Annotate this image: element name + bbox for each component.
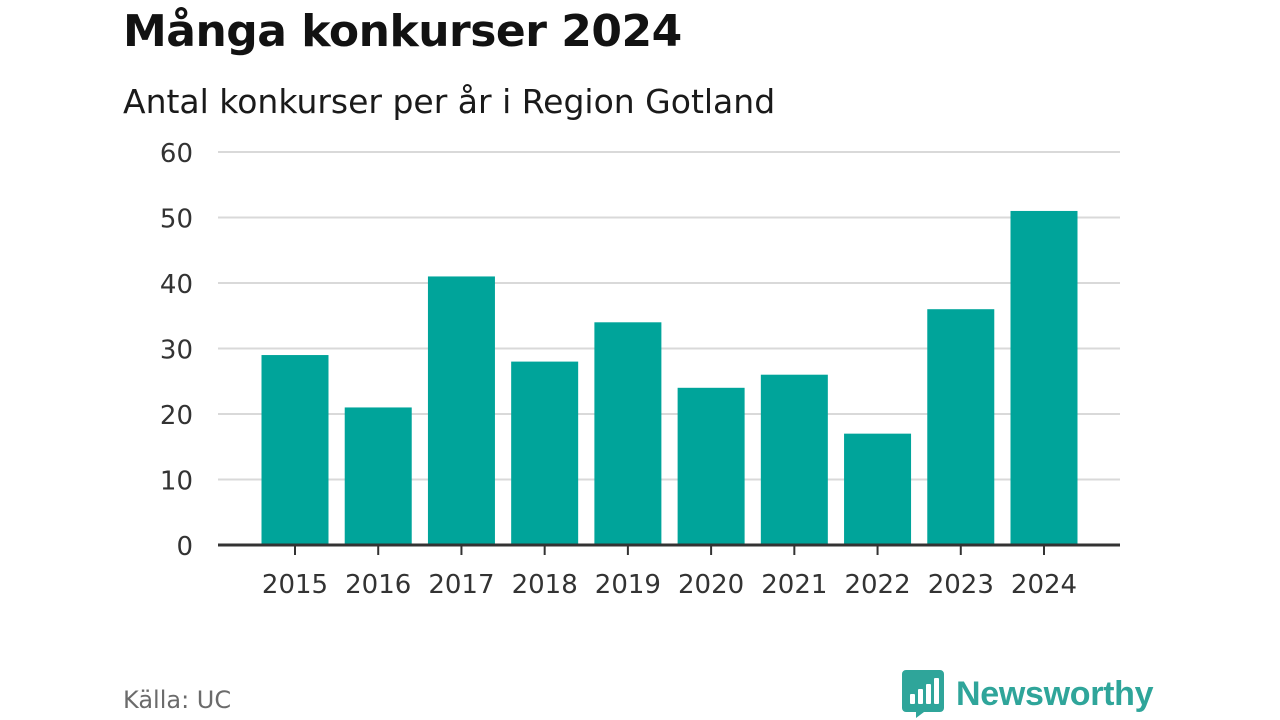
source-note: Källa: UC [123,686,232,714]
bar-2017 [427,276,495,545]
bar-2024 [1010,210,1078,545]
bar-2019 [594,322,662,545]
bar-2015 [261,355,329,545]
bars [261,210,1078,545]
x-tick-label: 2018 [512,570,578,600]
x-axis-labels: 2015 2016 2017 2018 2019 2020 2021 2022 2023 2024 [262,570,1077,600]
x-tick-label: 2020 [678,570,744,600]
y-tick-label: 40 [160,270,193,300]
bar-2018 [511,361,579,545]
y-tick-label: 0 [176,532,193,562]
x-tick-label: 2017 [428,570,494,600]
bar-2016 [344,407,412,545]
bar-2022 [844,433,912,545]
x-tick-label: 2019 [595,570,661,600]
x-axis-ticks [294,545,1045,555]
bar-chart-speech-bubble-icon [902,670,944,718]
brand-logo: Newsworthy [902,670,1154,718]
x-tick-label: 2024 [1011,570,1077,600]
y-axis-labels: 0 10 20 30 40 50 60 [160,139,193,562]
x-tick-label: 2021 [761,570,827,600]
y-tick-label: 20 [160,401,193,431]
y-tick-label: 60 [160,139,193,169]
chart-title: Många konkurser 2024 [123,6,682,57]
x-tick-label: 2015 [262,570,328,600]
x-tick-label: 2023 [928,570,994,600]
y-tick-label: 30 [160,336,193,366]
bar-2023 [927,309,995,545]
x-tick-label: 2016 [345,570,411,600]
y-tick-label: 10 [160,467,193,497]
bar-2021 [760,374,828,545]
chart-subtitle: Antal konkurser per år i Region Gotland [123,82,776,121]
bar-2020 [677,387,745,545]
brand-name: Newsworthy [956,674,1154,713]
y-tick-label: 50 [160,205,193,235]
x-tick-label: 2022 [844,570,910,600]
